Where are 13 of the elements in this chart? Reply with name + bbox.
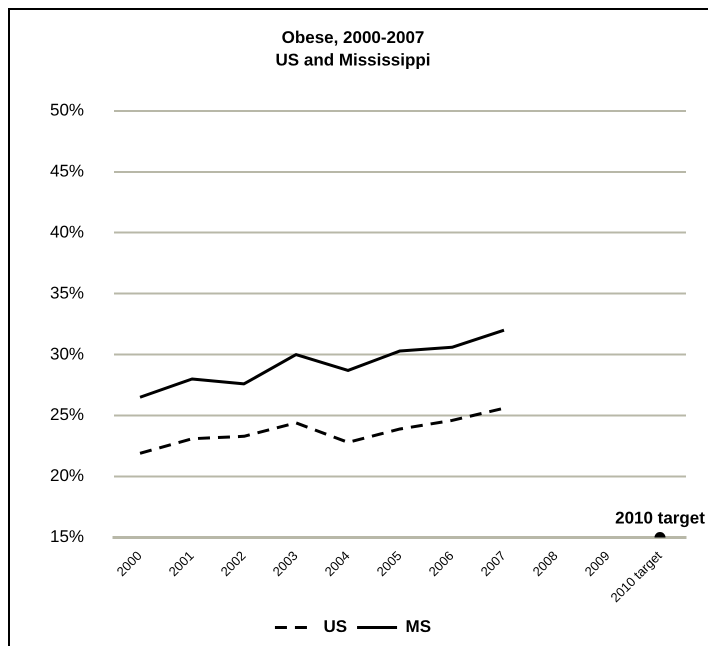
y-tick-label: 15% <box>50 527 84 546</box>
annotation: 2010 target <box>615 508 706 528</box>
y-tick-label: 25% <box>50 405 84 424</box>
y-tick-label: 20% <box>50 466 84 486</box>
y-tick-label: 30% <box>50 344 84 364</box>
chart-title: Obese, 2000-2007 <box>282 28 424 47</box>
legend-label: MS <box>406 617 432 636</box>
y-tick-label: 45% <box>50 161 84 180</box>
chart-subtitle: US and Mississippi <box>276 50 430 70</box>
legend-label: US <box>323 617 348 636</box>
y-tick-label: 35% <box>50 283 84 302</box>
y-tick-label: 50% <box>50 100 84 120</box>
y-tick-label: 40% <box>50 222 84 242</box>
